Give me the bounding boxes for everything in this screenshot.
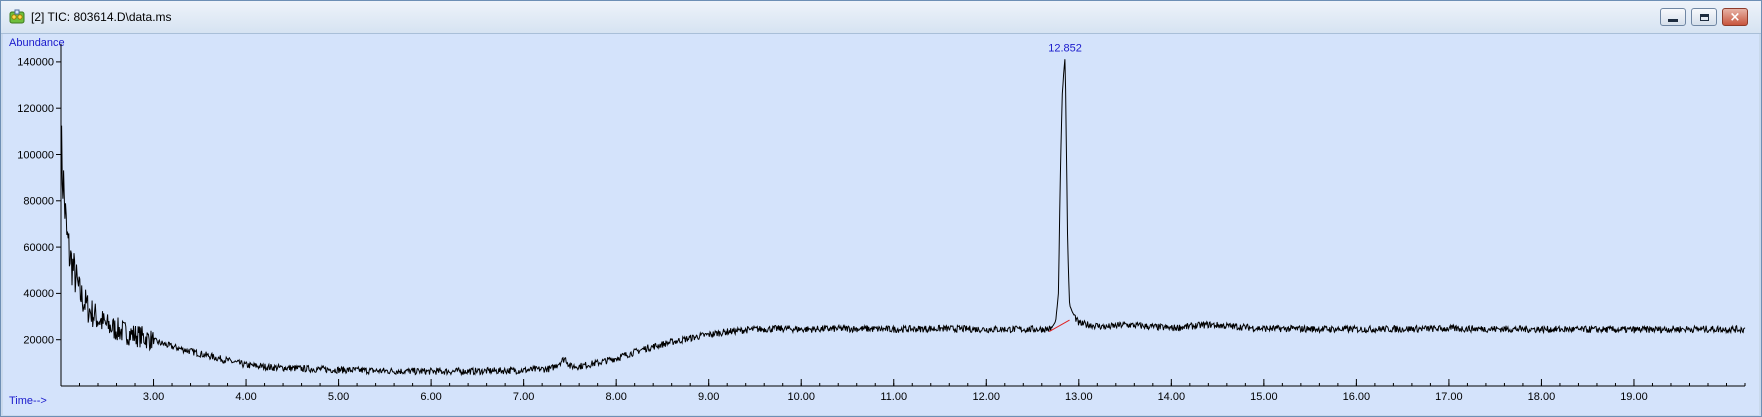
y-tick-label: 140000 xyxy=(17,57,54,69)
x-tick-label: 19.00 xyxy=(1620,391,1648,403)
close-icon: × xyxy=(1729,9,1741,25)
y-tick-label: 40000 xyxy=(23,288,54,300)
y-tick-label: 120000 xyxy=(17,103,54,115)
minimize-button[interactable] xyxy=(1660,8,1686,26)
y-tick-label: 60000 xyxy=(23,242,54,254)
chromatogram-chart[interactable]: Abundance Time--> 20000 40000 60000 80000 10… xyxy=(3,34,1759,415)
x-tick-label: 13.00 xyxy=(1065,391,1093,403)
x-tick-label: 12.00 xyxy=(973,391,1001,403)
x-tick-label: 18.00 xyxy=(1528,391,1556,403)
chromatogram-icon xyxy=(9,9,25,24)
peak-label: 12.852 xyxy=(1048,42,1082,54)
x-tick-label: 6.00 xyxy=(420,391,441,403)
close-button[interactable]: × xyxy=(1722,8,1748,26)
x-axis-title: Time--> xyxy=(9,395,47,407)
x-tick-label: 16.00 xyxy=(1343,391,1371,403)
maximize-icon xyxy=(1699,13,1709,21)
y-tick-label: 80000 xyxy=(23,196,54,208)
x-tick-label: 10.00 xyxy=(787,391,815,403)
x-tick-label: 15.00 xyxy=(1250,391,1278,403)
x-tick-label: 17.00 xyxy=(1435,391,1463,403)
x-tick-label: 3.00 xyxy=(143,391,164,403)
x-tick-label: 4.00 xyxy=(235,391,256,403)
chromatogram-plot[interactable]: Abundance Time--> 20000 40000 60000 80000 10… xyxy=(3,34,1759,415)
minimize-icon xyxy=(1668,18,1678,22)
y-axis-title: Abundance xyxy=(9,37,65,49)
x-tick-label: 8.00 xyxy=(605,391,626,403)
x-tick-label: 9.00 xyxy=(698,391,719,403)
x-tick-label: 5.00 xyxy=(328,391,349,403)
x-tick-label: 7.00 xyxy=(513,391,534,403)
title-bar[interactable]: [2] TIC: 803614.D\data.ms × xyxy=(1,1,1761,34)
window-title: [2] TIC: 803614.D\data.ms xyxy=(31,10,172,24)
peak-baseline xyxy=(1048,319,1070,333)
maximize-button[interactable] xyxy=(1691,8,1717,26)
x-tick-label: 11.00 xyxy=(880,391,907,403)
tic-trace xyxy=(60,59,1746,377)
y-tick-label: 100000 xyxy=(17,149,54,161)
y-tick-label: 20000 xyxy=(23,335,54,347)
x-tick-label: 14.00 xyxy=(1158,391,1186,403)
